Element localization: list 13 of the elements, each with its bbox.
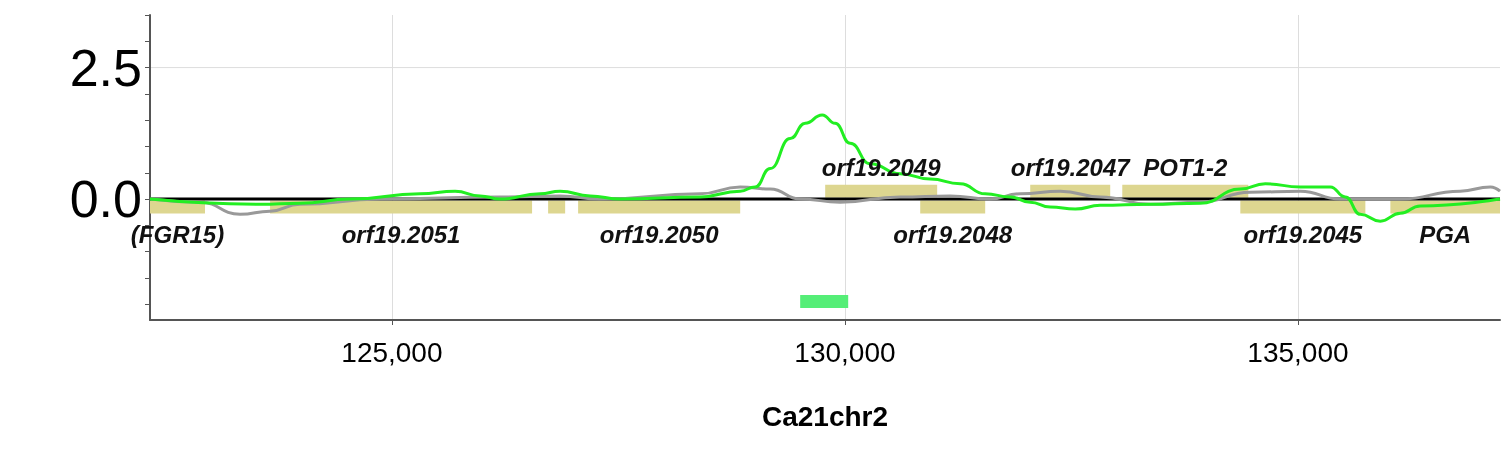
series-label: orf19.2051 [341,221,461,249]
series-label: orf19.2047 [1010,153,1132,181]
x-tick-label: 135,000 [1247,336,1349,368]
series-label: orf19.2048 [893,221,1013,249]
series-label: POT1-2 [1143,153,1228,181]
x-tick-label: 130,000 [794,336,896,368]
y-tick-label: 2.5 [69,38,142,97]
x-tick-label: 125,000 [341,336,443,368]
line-series [148,113,1502,223]
series-label: orf19.2050 [599,221,720,249]
series-label: PGA [1419,221,1472,249]
x-axis-title: Ca21chr2 [761,400,889,432]
series-label: orf19.2045 [1243,221,1363,249]
